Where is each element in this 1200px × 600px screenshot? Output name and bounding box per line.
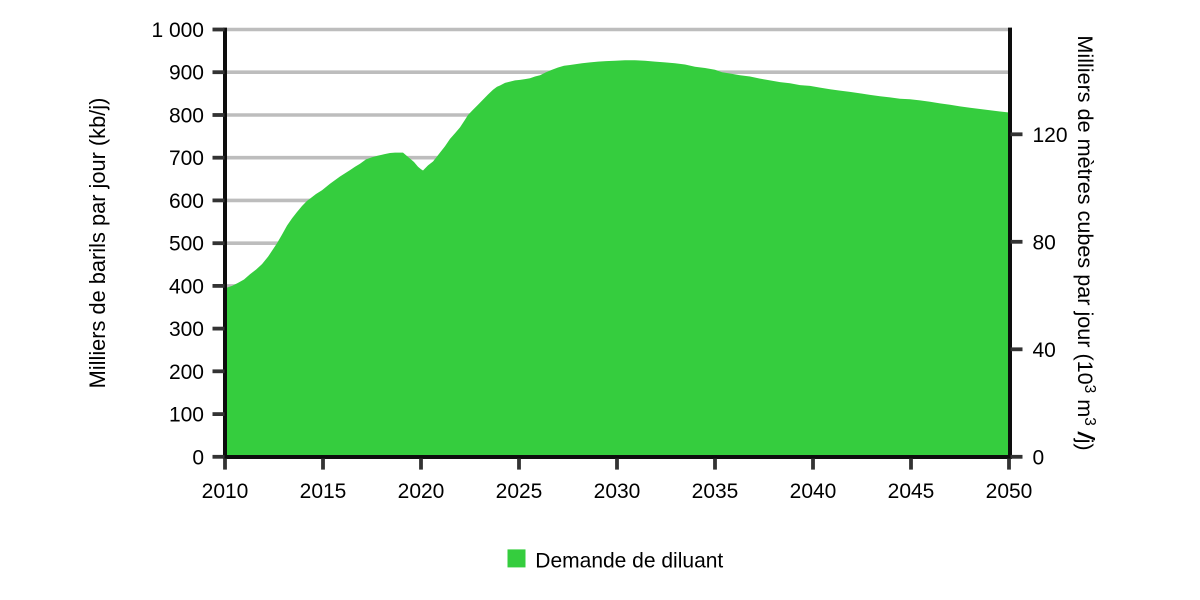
svg-text:2020: 2020 [398,480,445,503]
svg-text:600: 600 [169,190,204,213]
svg-text:2040: 2040 [790,480,837,503]
svg-text:2025: 2025 [496,480,543,503]
svg-text:700: 700 [169,147,204,170]
svg-text:400: 400 [169,275,204,298]
svg-text:0: 0 [1033,446,1045,469]
svg-text:40: 40 [1033,339,1056,362]
svg-text:100: 100 [169,404,204,427]
svg-text:2030: 2030 [594,480,641,503]
svg-text:2010: 2010 [202,480,249,503]
svg-text:1 000: 1 000 [151,19,204,42]
svg-text:2045: 2045 [888,480,935,503]
svg-text:300: 300 [169,318,204,341]
svg-text:Milliers de mètres cubes par j: Milliers de mètres cubes par jour (103 m… [1073,35,1099,450]
svg-text:0: 0 [192,446,204,469]
svg-text:900: 900 [169,62,204,85]
svg-text:2035: 2035 [692,480,739,503]
svg-text:800: 800 [169,105,204,128]
svg-text:500: 500 [169,233,204,256]
svg-text:Milliers de barils par jour (k: Milliers de barils par jour (kb/j) [85,98,110,389]
svg-text:200: 200 [169,361,204,384]
svg-text:120: 120 [1033,124,1068,147]
svg-text:Demande de diluant: Demande de diluant [535,549,723,572]
svg-text:2050: 2050 [986,480,1033,503]
svg-text:80: 80 [1033,231,1056,254]
svg-text:2015: 2015 [300,480,347,503]
